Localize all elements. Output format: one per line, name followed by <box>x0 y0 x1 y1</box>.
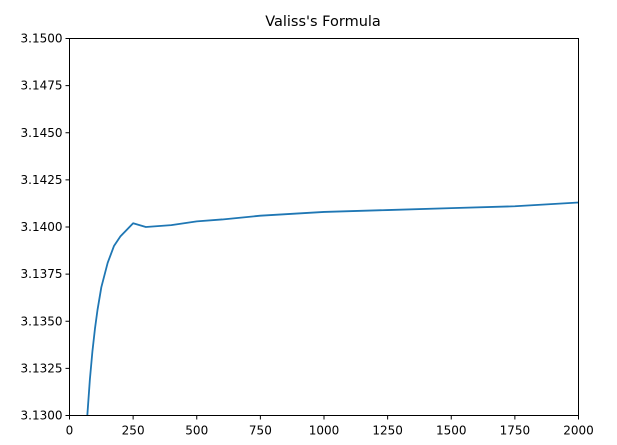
y-tick-label: 3.1400 <box>21 220 63 234</box>
x-tick-label: 1750 <box>500 424 531 438</box>
y-axis: 3.1300 3.1325 3.1350 3.1375 3.1400 3.1425 3.14… <box>21 32 70 423</box>
y-tick-label: 3.1375 <box>21 267 63 281</box>
x-tick-label: 250 <box>122 424 145 438</box>
x-tick-label: 500 <box>185 424 208 438</box>
series-line <box>86 201 579 416</box>
y-tick-label: 3.1300 <box>21 409 63 423</box>
chart-title: Valiss's Formula <box>265 14 381 30</box>
y-tick-label: 3.1475 <box>21 79 63 93</box>
y-tick-label: 3.1350 <box>21 314 63 328</box>
x-tick-label: 2000 <box>563 424 594 438</box>
x-axis: 0 250 500 750 1000 1250 1500 1750 2000 <box>66 415 594 438</box>
y-tick-label: 3.1450 <box>21 126 63 140</box>
x-tick-label: 0 <box>66 424 74 438</box>
x-tick-label: 750 <box>249 424 272 438</box>
x-tick-label: 1000 <box>309 424 340 438</box>
y-tick-label: 3.1325 <box>21 361 63 375</box>
x-tick-label: 1500 <box>436 424 467 438</box>
x-tick-label: 1250 <box>372 424 403 438</box>
plot-series <box>86 201 579 416</box>
y-tick-label: 3.1500 <box>21 32 63 46</box>
plot-area-frame <box>69 38 579 416</box>
y-tick-label: 3.1425 <box>21 173 63 187</box>
